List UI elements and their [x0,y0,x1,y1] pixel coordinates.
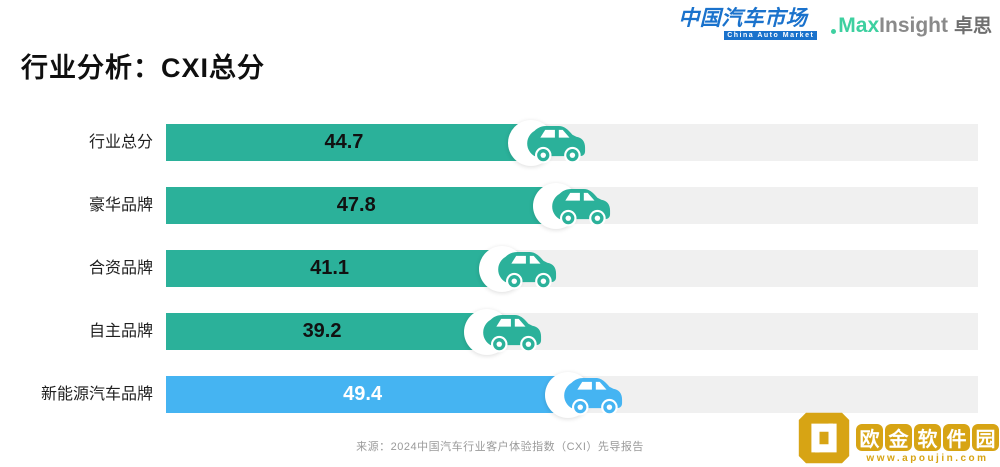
category-label: 自主品牌 [88,323,153,340]
chart-row: 41.1 合资品牌 [89,245,978,292]
category-label: 合资品牌 [88,260,153,277]
china-auto-market-logo-text: 中国汽车市场 [678,7,808,30]
source-note: 来源：2024中国汽车行业客户体验指数（CXI）先导报告 [356,441,644,453]
car-icon [527,125,585,163]
bar [166,376,560,413]
chart-row: 44.7 行业总分 [89,119,978,166]
watermark-url: www.apoujin.com [866,453,989,464]
watermark-text-block: 欧金软件园 www.apoujin.com [856,424,999,465]
watermark-stamp-char: 软 [914,424,941,451]
bar-chart: 44.7 行业总分 47.8 豪华品牌 41.1 合资品牌 39.2 自主品牌 49.4 新能源汽… [41,119,978,439]
category-label: 行业总分 [88,134,153,151]
watermark-logo-icon [798,412,850,464]
bar-end-icon-group [479,245,563,293]
maxinsight-logo-insight: Insight [879,14,948,37]
watermark-stamp-char: 欧 [856,424,883,451]
bar [166,124,522,161]
watermark-stamp-char: 金 [885,424,912,451]
page-title: 行业分析：CXI总分 [21,53,266,83]
maxinsight-dot-icon [831,29,837,34]
maxinsight-logo-cn: 卓思 [953,16,992,37]
bar-end-icon-group [507,119,592,167]
watermark-site-name: 欧金软件园 [856,424,999,451]
maxinsight-logo: Max Insight 卓思 [831,8,992,38]
bar-end-icon-group [545,371,629,419]
bar-end-icon-group [464,308,548,356]
bar [166,313,479,350]
watermark: 欧金软件园 www.apoujin.com [795,411,999,465]
bar-value: 49.4 [343,383,383,405]
car-icon [483,314,542,352]
category-label: 豪华品牌 [88,197,153,214]
bar-value: 47.8 [336,194,376,216]
car-icon [551,188,610,226]
bar-value: 41.1 [310,257,350,279]
bar-end-icon-group [532,182,617,230]
car-icon [564,377,623,415]
watermark-stamp-char: 园 [972,424,999,451]
header-logos: 中国汽车市场 China Auto Market Max Insight 卓思 [678,8,992,40]
bar [166,187,547,224]
china-auto-market-logo: 中国汽车市场 China Auto Market [678,7,818,40]
category-label: 新能源汽车品牌 [40,386,153,403]
car-icon [498,251,557,289]
bar [166,250,494,287]
chart-row: 47.8 豪华品牌 [89,182,978,229]
chart-row: 49.4 新能源汽车品牌 [41,371,978,418]
bar-value: 44.7 [324,131,364,153]
maxinsight-logo-max: Max [838,14,880,37]
watermark-stamp-char: 件 [943,424,970,451]
china-auto-market-logo-subtext: China Auto Market [724,31,818,40]
chart-row: 39.2 自主品牌 [89,308,978,355]
bar-value: 39.2 [302,320,342,342]
